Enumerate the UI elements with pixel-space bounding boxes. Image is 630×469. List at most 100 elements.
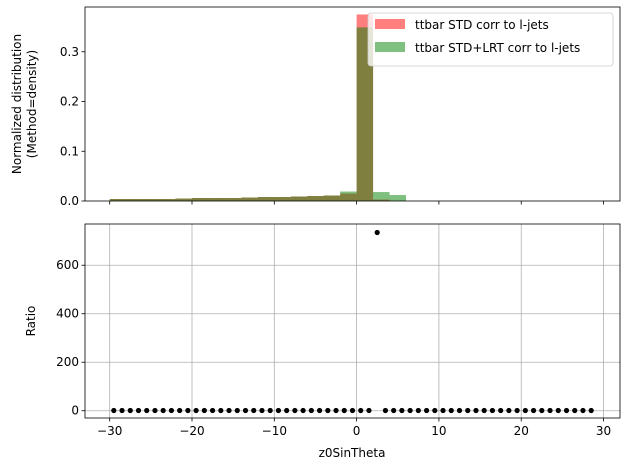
ratio-point [432,407,438,414]
ratio-point [473,407,479,414]
histogram-bar-series-1-bin-7 [224,198,242,201]
ratio-point [489,407,496,414]
legend-label-ttbar-std-lrt: ttbar STD+LRT corr to l-jets [415,41,580,55]
ratio-point [481,407,487,414]
histogram-bar-series-1-bin-6 [208,198,225,201]
ratio-point [572,407,578,414]
ratio-point [267,407,273,414]
ratio-point [284,407,290,414]
ratio-y-tick-label: 400 [56,307,79,321]
ratio-grid [85,224,620,418]
histogram-bar-series-1-bin-15 [356,27,374,202]
histogram-plot-frame [84,6,621,202]
histogram-bar-series-1-bin-4 [175,198,192,201]
ratio-y-ticks: 0 200 400 600 [56,258,85,418]
ratio-point [242,407,249,414]
ratio-point [201,407,207,414]
ratio-point [407,407,413,414]
ratio-x-tick-label: −30 [97,424,122,438]
ratio-point [506,407,512,414]
ratio-point [325,407,331,414]
ratio-point [530,407,537,414]
ratio-point [177,407,183,414]
ratio-point [423,407,430,414]
histogram-bar-series-1-bin-8 [241,197,258,201]
ratio-y-axis-label: Ratio [24,306,38,337]
ratio-point [135,407,142,414]
ratio-point [415,407,421,414]
ratio-point [251,407,257,414]
ratio-point [160,407,166,414]
legend-label-ttbar-std: ttbar STD corr to l-jets [415,18,549,32]
ratio-y-tick-label: 200 [56,355,79,369]
ratio-point [563,407,570,414]
histogram-bar-series-1-bin-13 [323,195,341,201]
ratio-x-tick-label: 20 [514,424,529,438]
histogram-bars [109,14,406,202]
ratio-point [144,407,150,414]
legend-frame [367,12,614,67]
histogram-bar-series-1-bin-9 [257,197,275,201]
ratio-point [522,407,528,414]
histogram-bar-series-1-bin-3 [159,199,176,201]
histogram-bar-series-1-bin-0 [109,199,127,201]
ratio-panel: 0 200 400 600 −30 −20 −10 0 10 20 30 Ratio z0SinT… [24,223,621,460]
histogram-y-axis-label: Normalized distribution [10,34,24,174]
ratio-point [259,407,265,414]
legend: ttbar STD corr to l-jets ttbar STD+LRT c… [367,12,614,67]
histogram-y-tick-label: 0.3 [60,45,79,59]
ratio-point [218,407,224,414]
ratio-x-tick-label: 30 [596,424,611,438]
ratio-point [539,407,545,414]
ratio-point [588,407,594,414]
ratio-y-tick-label: 600 [56,258,79,272]
ratio-point [292,407,298,414]
ratio-point [366,407,372,414]
ratio-point [341,407,347,414]
legend-swatch-ttbar-std [375,19,405,29]
ratio-point [547,407,553,414]
ratio-point [119,407,125,414]
ratio-point [465,407,471,414]
ratio-point [349,407,356,414]
histogram-bar-series-1-bin-10 [274,197,291,201]
ratio-point [300,407,306,414]
ratio-point [555,407,561,414]
ratio-point [358,407,364,414]
ratio-point [399,407,405,414]
ratio-plot-frame [84,223,621,419]
histogram-y-tick-label: 0.0 [60,194,79,208]
ratio-point [226,407,232,414]
histogram-bar-series-1-bin-17 [389,195,406,201]
ratio-point [456,407,463,414]
ratio-point [391,407,397,414]
ratio-x-axis-label: z0SinTheta [319,446,386,460]
ratio-point [185,407,191,414]
ratio-x-tick-label: −10 [262,424,287,438]
ratio-x-tick-label: −20 [179,424,204,438]
ratio-point [440,407,446,414]
ratio-point [333,407,339,414]
ratio-point [316,407,323,414]
histogram-y-tick-label: 0.1 [60,144,79,158]
histogram-y-ticks: 0.0 0.1 0.2 0.3 [60,45,85,208]
histogram-bar-series-1-bin-12 [307,196,324,201]
legend-swatch-ttbar-std-lrt [375,42,405,52]
histogram-bar-series-1-bin-5 [192,198,209,201]
ratio-point [111,407,117,414]
histogram-bar-series-1-bin-14 [340,191,357,201]
ratio-point [234,407,240,414]
histogram-x-ticks [109,201,604,205]
ratio-points [111,229,594,414]
ratio-y-tick-label: 0 [71,404,79,418]
ratio-point [374,229,380,236]
histogram-panel: 0.0 0.1 0.2 0.3 Normalized distribution (Me… [10,6,621,208]
histogram-bar-series-1-bin-11 [290,196,308,201]
histogram-bar-series-1-bin-1 [126,199,143,201]
ratio-point [152,407,158,414]
ratio-point [127,407,133,414]
ratio-point [308,407,314,414]
ratio-point [193,407,199,414]
histogram-bar-series-1-bin-16 [373,192,390,201]
